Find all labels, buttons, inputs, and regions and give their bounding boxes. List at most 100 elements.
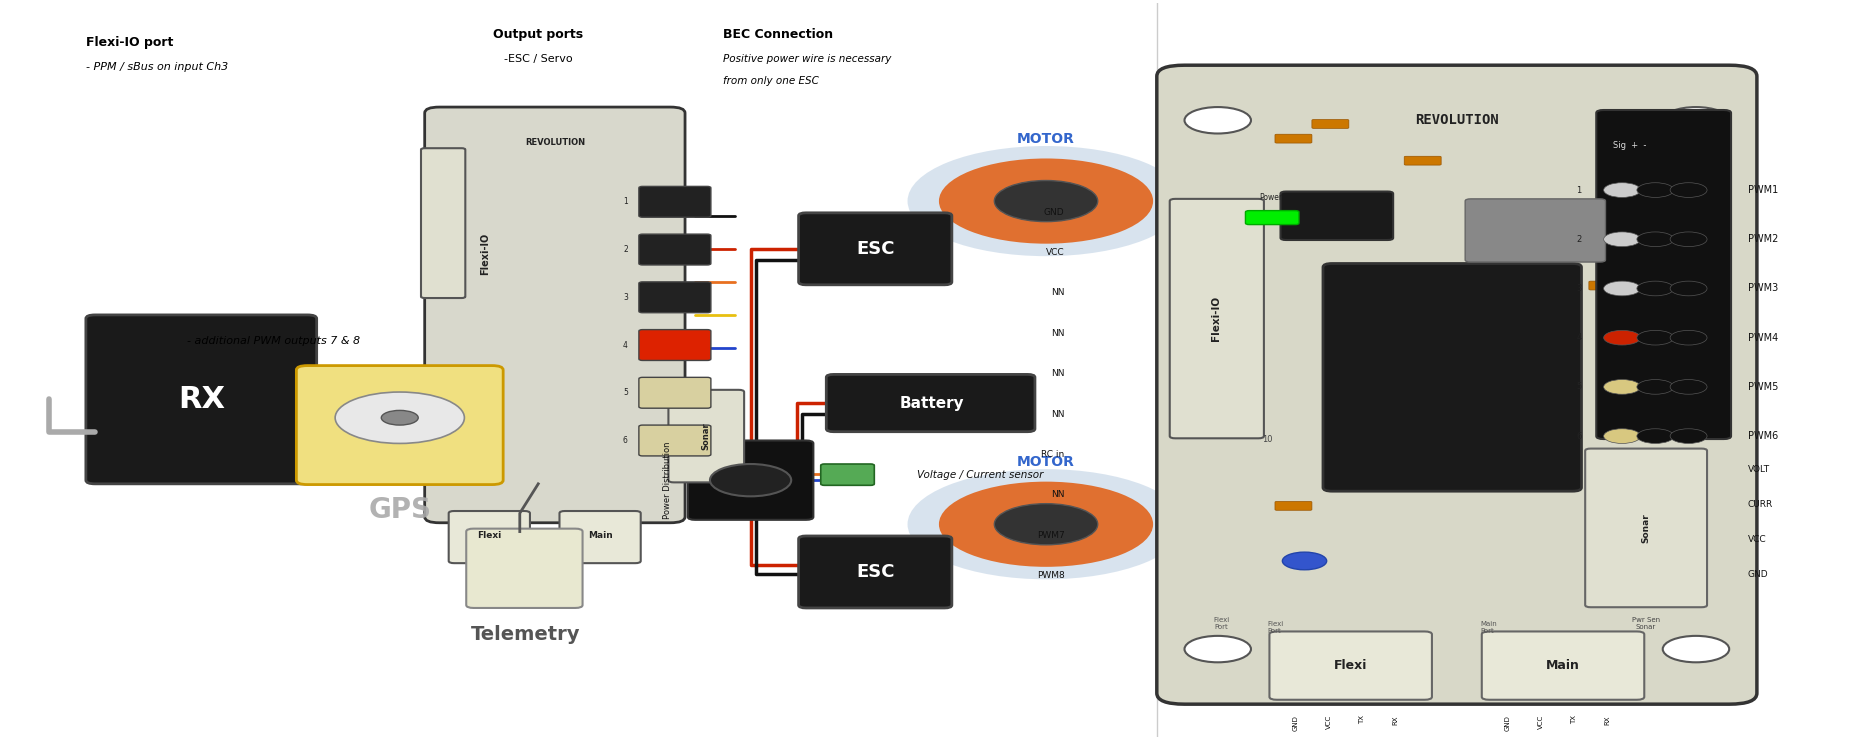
Text: 5: 5 xyxy=(622,388,628,397)
Text: VCC: VCC xyxy=(1326,715,1332,730)
Circle shape xyxy=(995,181,1098,222)
FancyBboxPatch shape xyxy=(1170,199,1263,438)
FancyBboxPatch shape xyxy=(1269,631,1432,700)
Text: Telemetry: Telemetry xyxy=(470,625,580,644)
FancyBboxPatch shape xyxy=(826,374,1035,431)
Circle shape xyxy=(1671,428,1708,443)
Circle shape xyxy=(1663,107,1730,133)
FancyBboxPatch shape xyxy=(559,511,641,563)
Circle shape xyxy=(939,158,1154,243)
Text: 5: 5 xyxy=(1576,383,1582,391)
Text: 2: 2 xyxy=(1576,235,1582,243)
Text: ESC: ESC xyxy=(856,563,895,581)
Text: PWM5: PWM5 xyxy=(1748,382,1778,392)
Text: CURR: CURR xyxy=(1748,500,1772,509)
Text: VCC: VCC xyxy=(1046,248,1065,257)
Text: Main
Port: Main Port xyxy=(1480,621,1496,633)
Text: NN: NN xyxy=(1050,329,1065,337)
Text: Flexi-IO port: Flexi-IO port xyxy=(85,36,174,49)
Text: Main: Main xyxy=(1546,659,1580,673)
Text: Power: Power xyxy=(1259,193,1283,202)
Text: 4: 4 xyxy=(1576,333,1582,342)
FancyBboxPatch shape xyxy=(1404,156,1441,165)
Text: RX: RX xyxy=(1393,715,1398,724)
FancyBboxPatch shape xyxy=(448,511,530,563)
Text: Flexi
Port: Flexi Port xyxy=(1267,621,1283,633)
Text: 1: 1 xyxy=(1576,186,1582,195)
Text: 1: 1 xyxy=(622,198,628,206)
Text: MOTOR: MOTOR xyxy=(1017,132,1074,146)
Text: Power Distribution: Power Distribution xyxy=(663,442,672,519)
Text: 3: 3 xyxy=(1576,284,1582,293)
Circle shape xyxy=(1637,232,1674,246)
FancyBboxPatch shape xyxy=(85,315,317,484)
Circle shape xyxy=(1604,183,1641,198)
FancyBboxPatch shape xyxy=(669,390,745,482)
Circle shape xyxy=(1637,380,1674,394)
FancyBboxPatch shape xyxy=(1465,199,1606,262)
Text: GND: GND xyxy=(1293,715,1298,731)
Text: NN: NN xyxy=(1050,369,1065,378)
Text: PWM4: PWM4 xyxy=(1748,333,1778,343)
Circle shape xyxy=(1637,183,1674,198)
Text: 10: 10 xyxy=(1263,435,1272,444)
Text: PWM2: PWM2 xyxy=(1748,235,1778,244)
FancyBboxPatch shape xyxy=(639,186,711,218)
Circle shape xyxy=(907,469,1185,579)
Circle shape xyxy=(1604,428,1641,443)
Text: ESC: ESC xyxy=(856,240,895,258)
Text: Output ports: Output ports xyxy=(493,28,583,41)
Text: REVOLUTION: REVOLUTION xyxy=(1415,113,1498,127)
FancyBboxPatch shape xyxy=(467,528,583,608)
Circle shape xyxy=(1671,183,1708,198)
Circle shape xyxy=(1671,380,1708,394)
FancyBboxPatch shape xyxy=(1280,192,1393,240)
Text: Flexi: Flexi xyxy=(1333,659,1367,673)
Circle shape xyxy=(1604,330,1641,345)
Text: 4: 4 xyxy=(622,340,628,349)
Text: Flexi-IO: Flexi-IO xyxy=(1211,296,1220,341)
FancyBboxPatch shape xyxy=(687,440,813,519)
Text: PWM8: PWM8 xyxy=(1037,571,1065,580)
FancyBboxPatch shape xyxy=(639,234,711,265)
FancyBboxPatch shape xyxy=(420,148,465,298)
Text: - PPM / sBus on input Ch3: - PPM / sBus on input Ch3 xyxy=(85,61,228,72)
Text: Flexi: Flexi xyxy=(478,531,502,539)
FancyBboxPatch shape xyxy=(1245,211,1298,224)
Text: REVOLUTION: REVOLUTION xyxy=(524,138,585,147)
Text: NN: NN xyxy=(1050,289,1065,297)
Circle shape xyxy=(1604,380,1641,394)
Text: VOLT: VOLT xyxy=(1748,465,1771,474)
Text: Sonar: Sonar xyxy=(702,423,711,450)
FancyBboxPatch shape xyxy=(798,213,952,285)
Text: 2: 2 xyxy=(622,245,628,254)
FancyBboxPatch shape xyxy=(1274,134,1311,143)
Text: Sonar: Sonar xyxy=(1641,513,1650,542)
Circle shape xyxy=(1671,330,1708,345)
Text: PWM1: PWM1 xyxy=(1748,185,1778,195)
Text: VCC: VCC xyxy=(1748,535,1767,544)
Circle shape xyxy=(1185,636,1250,662)
Text: NN: NN xyxy=(1050,491,1065,500)
Text: PWM6: PWM6 xyxy=(1748,431,1778,441)
FancyBboxPatch shape xyxy=(424,107,685,522)
Circle shape xyxy=(1637,330,1674,345)
FancyBboxPatch shape xyxy=(1274,502,1311,511)
Circle shape xyxy=(1637,281,1674,296)
FancyBboxPatch shape xyxy=(1585,448,1708,608)
Text: GPS: GPS xyxy=(369,496,432,523)
Circle shape xyxy=(1637,428,1674,443)
Circle shape xyxy=(709,464,791,497)
FancyBboxPatch shape xyxy=(639,329,711,360)
Text: TX: TX xyxy=(1570,715,1578,724)
Text: from only one ESC: from only one ESC xyxy=(722,76,819,87)
Text: MOTOR: MOTOR xyxy=(1017,455,1074,469)
FancyBboxPatch shape xyxy=(296,366,504,485)
Text: Battery: Battery xyxy=(900,396,963,411)
Circle shape xyxy=(1604,281,1641,296)
Text: Positive power wire is necessary: Positive power wire is necessary xyxy=(722,54,891,64)
FancyBboxPatch shape xyxy=(1589,281,1626,290)
FancyBboxPatch shape xyxy=(639,425,711,456)
Circle shape xyxy=(1604,232,1641,246)
Text: 6: 6 xyxy=(1576,431,1582,440)
